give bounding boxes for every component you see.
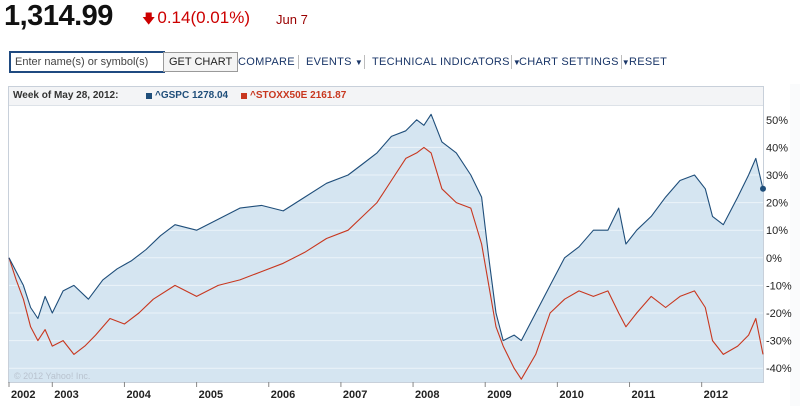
chart-settings-label: CHART SETTINGS xyxy=(519,56,619,68)
chart-toolbar: GET CHART COMPARE EVENTS▼ TECHNICAL INDI… xyxy=(9,51,799,75)
legend-symbol: ^STOXX50E xyxy=(250,90,308,101)
area-fill xyxy=(9,114,763,383)
x-tick-label: 2007 xyxy=(343,389,367,401)
quote-date: Jun 7 xyxy=(276,12,308,27)
legend-swatch-stoxx xyxy=(241,93,247,99)
x-tick-label: 2008 xyxy=(415,389,439,401)
caret-down-icon: ▼ xyxy=(512,58,522,67)
chart-legend: Week of May 28, 2012: ^GSPC 1278.04 ^STO… xyxy=(9,87,763,106)
x-tick-label: 2006 xyxy=(271,389,295,401)
legend-week-label: Week of May 28, 2012: xyxy=(13,90,119,101)
y-tick-label: 50% xyxy=(766,115,788,127)
price-change: 🡇 0.14(0.01%) xyxy=(142,8,250,32)
change-percent: (0.01%) xyxy=(190,8,250,27)
series-end-marker xyxy=(760,185,766,192)
x-tick-label: 2003 xyxy=(54,389,78,401)
x-tick-label: 2002 xyxy=(11,389,35,401)
series-line-stoxx50e xyxy=(8,146,764,380)
toolbar-divider xyxy=(364,55,365,69)
get-chart-button[interactable]: GET CHART xyxy=(163,52,239,72)
toolbar-divider xyxy=(511,55,512,69)
technical-indicators-label: TECHNICAL INDICATORS xyxy=(372,56,510,68)
x-tick-label: 2012 xyxy=(704,389,728,401)
quote-header: 1,314.99 🡇 0.14(0.01%) Jun 7 xyxy=(0,0,800,40)
copyright-text: © 2012 Yahoo! Inc. xyxy=(14,371,91,381)
reset-button[interactable]: RESET xyxy=(629,56,668,68)
chart-settings-menu[interactable]: CHART SETTINGS ▼ xyxy=(519,56,630,68)
technical-indicators-menu[interactable]: TECHNICAL INDICATORS ▼ xyxy=(372,56,521,68)
x-tick-label: 2004 xyxy=(126,389,151,401)
y-tick-label: 40% xyxy=(766,142,788,154)
events-menu[interactable]: EVENTS ▼ xyxy=(306,56,363,68)
x-tick-label: 2011 xyxy=(632,389,656,401)
x-tick-label: 2010 xyxy=(559,389,583,401)
y-tick-label: 20% xyxy=(766,198,788,210)
down-arrow-icon: 🡇 xyxy=(142,11,156,26)
y-tick-label: -10% xyxy=(766,280,792,292)
last-price: 1,314.99 xyxy=(4,0,113,32)
legend-swatch-gspc xyxy=(146,93,152,99)
legend-value: 2161.87 xyxy=(310,90,347,101)
legend-value: 1278.04 xyxy=(191,90,229,101)
y-tick-label: 0% xyxy=(766,253,782,265)
events-label: EVENTS xyxy=(306,56,352,68)
y-tick-label: -30% xyxy=(766,336,792,348)
toolbar-divider xyxy=(298,55,299,69)
series-line-gspc xyxy=(8,113,764,342)
page-edge xyxy=(790,84,800,406)
y-tick-label: -40% xyxy=(766,363,792,375)
x-tick-label: 2009 xyxy=(487,389,511,401)
caret-down-icon: ▼ xyxy=(621,58,630,67)
y-tick-label: 30% xyxy=(766,170,788,182)
caret-down-icon: ▼ xyxy=(354,58,364,67)
y-tick-label: -20% xyxy=(766,308,792,320)
toolbar-divider xyxy=(621,55,622,69)
change-value: 0.14 xyxy=(157,8,191,27)
compare-button[interactable]: COMPARE xyxy=(238,56,295,68)
x-tick-label: 2005 xyxy=(199,389,223,401)
y-tick-label: 10% xyxy=(766,225,788,237)
legend-entry-stoxx: ^STOXX50E 2161.87 xyxy=(250,90,346,101)
legend-symbol: ^GSPC xyxy=(155,90,190,101)
legend-entry-gspc: ^GSPC 1278.04 xyxy=(155,90,228,101)
